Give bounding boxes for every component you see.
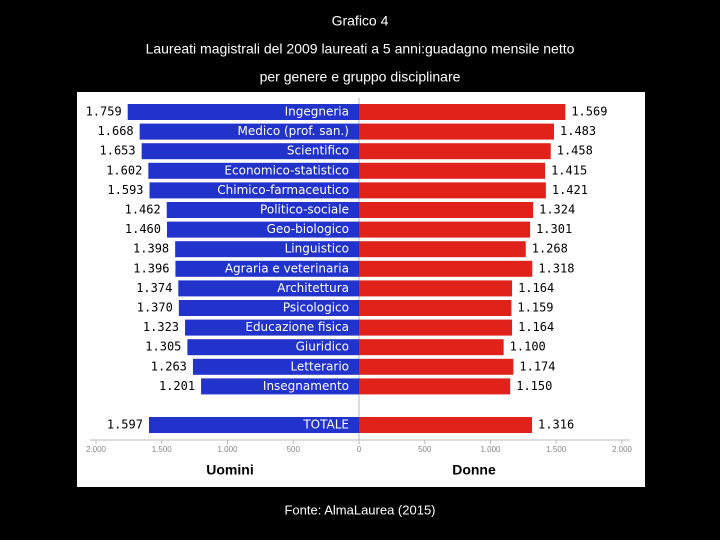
category-label: Educazione fisica <box>245 320 349 334</box>
value-label: 1.593 <box>107 183 143 197</box>
value-label: 1.150 <box>516 379 552 393</box>
value-label: 1.324 <box>539 203 575 217</box>
bar <box>178 300 359 316</box>
subtitle: Laureati magistrali del 2009 laureati a … <box>146 41 575 57</box>
bar <box>175 260 359 277</box>
bar <box>359 417 533 433</box>
value-label: 1.323 <box>143 320 179 334</box>
value-label: 1.460 <box>125 222 161 236</box>
value-label: 1.301 <box>536 222 572 236</box>
value-label: 1.396 <box>133 261 169 275</box>
category-label: Giuridico <box>296 340 349 354</box>
category-label: Geo-biologico <box>267 222 349 236</box>
bar <box>359 378 511 395</box>
x-tick-label: 1.500 <box>546 445 567 454</box>
category-label: Linguistico <box>285 242 349 256</box>
category-label: Insegnamento <box>263 379 349 393</box>
bar <box>359 241 526 258</box>
bar <box>141 143 359 160</box>
category-label: Scientifico <box>287 144 349 158</box>
bar <box>359 123 555 140</box>
bar <box>175 241 359 258</box>
value-label: 1.483 <box>560 124 596 138</box>
bar <box>359 339 504 356</box>
category-label: Ingegneria <box>285 105 349 119</box>
bar <box>359 182 546 199</box>
value-label: 1.174 <box>519 359 555 373</box>
value-label: 1.164 <box>518 320 554 334</box>
legend-label: Donne <box>452 462 496 478</box>
category-label: TOTALE <box>302 418 349 432</box>
value-label: 1.305 <box>145 340 181 354</box>
x-tick-label: 500 <box>287 445 301 454</box>
bar <box>359 202 534 218</box>
x-tick-label: 500 <box>418 445 432 454</box>
value-label: 1.100 <box>510 340 546 354</box>
bar <box>149 182 359 199</box>
category-label: Medico (prof. san.) <box>238 124 349 138</box>
value-label: 1.569 <box>571 105 607 119</box>
value-label: 1.602 <box>106 163 142 177</box>
category-label: Psicologico <box>283 301 349 315</box>
value-label: 1.653 <box>100 144 136 158</box>
value-label: 1.268 <box>532 242 568 256</box>
bar <box>201 378 359 395</box>
value-label: 1.415 <box>551 163 587 177</box>
value-label: 1.374 <box>136 281 172 295</box>
bar <box>359 319 513 336</box>
title: Grafico 4 <box>332 13 389 29</box>
bar <box>139 123 359 140</box>
bar <box>359 162 546 179</box>
bar <box>148 417 359 433</box>
bar <box>359 260 533 277</box>
bar <box>192 358 359 375</box>
bar <box>359 300 512 316</box>
bar <box>187 339 359 356</box>
bar <box>148 162 359 179</box>
category-label: Architettura <box>277 281 349 295</box>
bar <box>359 280 513 297</box>
value-label: 1.159 <box>517 301 553 315</box>
x-tick-label: 2.000 <box>86 445 107 454</box>
bar <box>166 202 359 218</box>
bar <box>167 221 359 238</box>
bar <box>178 280 359 297</box>
value-label: 1.263 <box>151 359 187 373</box>
value-label: 1.398 <box>133 242 169 256</box>
value-label: 1.458 <box>557 144 593 158</box>
value-label: 1.318 <box>538 261 574 275</box>
bar <box>185 319 359 336</box>
category-label: Letterario <box>290 359 349 373</box>
legend-label: Uomini <box>206 462 253 478</box>
bar <box>359 104 566 120</box>
value-label: 1.668 <box>98 124 134 138</box>
value-label: 1.164 <box>518 281 554 295</box>
x-tick-label: 0 <box>357 445 362 454</box>
value-label: 1.370 <box>137 301 173 315</box>
bar <box>359 358 514 375</box>
source: Fonte: AlmaLaurea (2015) <box>284 502 435 517</box>
value-label: 1.597 <box>107 418 143 432</box>
subtitle: per genere e gruppo disciplinare <box>260 69 461 85</box>
category-label: Politico-sociale <box>260 203 349 217</box>
x-tick-label: 1.500 <box>152 445 173 454</box>
x-tick-label: 1.000 <box>217 445 238 454</box>
category-label: Agraria e veterinaria <box>225 261 349 275</box>
x-tick-label: 1.000 <box>480 445 501 454</box>
value-label: 1.421 <box>552 183 588 197</box>
category-label: Chimico-farmaceutico <box>217 183 349 197</box>
category-label: Economico-statistico <box>224 163 349 177</box>
value-label: 1.316 <box>538 418 574 432</box>
bar <box>359 221 531 238</box>
bar <box>127 104 359 120</box>
value-label: 1.759 <box>86 105 122 119</box>
bar <box>359 143 551 160</box>
x-tick-label: 2.000 <box>612 445 633 454</box>
value-label: 1.462 <box>125 203 161 217</box>
value-label: 1.201 <box>159 379 195 393</box>
